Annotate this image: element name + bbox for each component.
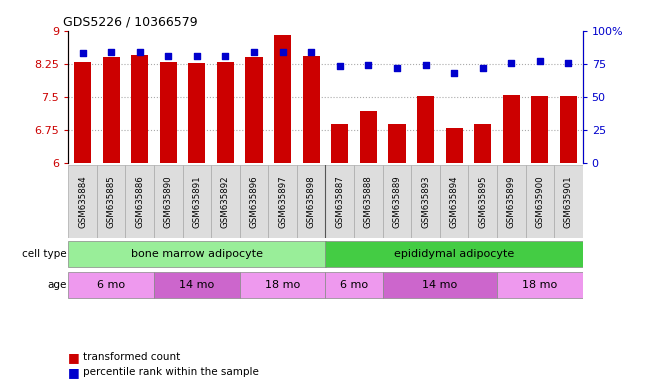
Bar	[326, 242, 583, 267]
Bar	[525, 165, 554, 238]
Point	[77, 50, 88, 56]
Point	[135, 49, 145, 55]
Bar	[297, 165, 326, 238]
Point	[477, 65, 488, 71]
Text: GSM635896: GSM635896	[249, 175, 258, 228]
Bar	[326, 165, 354, 238]
Text: ■: ■	[68, 351, 80, 364]
Point	[106, 49, 117, 55]
Bar	[360, 111, 377, 163]
Bar	[154, 165, 183, 238]
Bar	[554, 165, 583, 238]
Bar	[154, 272, 240, 298]
Text: ■: ■	[68, 366, 80, 379]
Text: 14 mo: 14 mo	[422, 280, 458, 290]
Bar	[74, 62, 91, 163]
Bar	[183, 165, 211, 238]
Text: GSM635888: GSM635888	[364, 175, 373, 228]
Text: GSM635890: GSM635890	[164, 175, 173, 228]
Bar	[560, 96, 577, 163]
Bar	[417, 96, 434, 163]
Point	[277, 49, 288, 55]
Bar	[531, 96, 548, 163]
Text: GSM635889: GSM635889	[393, 175, 402, 228]
Text: 18 mo: 18 mo	[265, 280, 300, 290]
Text: GSM635897: GSM635897	[278, 175, 287, 228]
Text: 6 mo: 6 mo	[340, 280, 368, 290]
Text: GSM635894: GSM635894	[450, 175, 458, 228]
Bar	[389, 124, 406, 163]
Text: bone marrow adipocyte: bone marrow adipocyte	[131, 249, 263, 260]
Text: transformed count: transformed count	[83, 352, 180, 362]
Point	[363, 62, 374, 68]
Point	[306, 49, 316, 55]
Bar	[468, 165, 497, 238]
Bar	[68, 165, 97, 238]
Text: 18 mo: 18 mo	[522, 280, 557, 290]
Bar	[497, 165, 525, 238]
Bar	[331, 124, 348, 163]
Bar	[132, 55, 148, 163]
Point	[163, 53, 174, 59]
Text: GSM635891: GSM635891	[193, 175, 201, 228]
Point	[392, 65, 402, 71]
Bar	[126, 165, 154, 238]
Point	[191, 53, 202, 59]
Bar	[240, 272, 326, 298]
Point	[449, 70, 459, 76]
Bar	[68, 272, 154, 298]
Bar	[211, 165, 240, 238]
Text: GSM635892: GSM635892	[221, 175, 230, 228]
Text: epididymal adipocyte: epididymal adipocyte	[394, 249, 514, 260]
Bar	[497, 272, 583, 298]
Bar	[326, 272, 383, 298]
Bar	[68, 242, 326, 267]
Bar	[411, 165, 440, 238]
Text: GSM635893: GSM635893	[421, 175, 430, 228]
Point	[506, 60, 516, 66]
Bar	[97, 165, 126, 238]
Point	[335, 63, 345, 70]
Bar	[383, 165, 411, 238]
Bar	[188, 63, 206, 163]
Text: GSM635898: GSM635898	[307, 175, 316, 228]
Point	[563, 60, 574, 66]
Bar	[474, 124, 492, 163]
Text: GSM635884: GSM635884	[78, 175, 87, 228]
Text: GSM635886: GSM635886	[135, 175, 145, 228]
Text: GSM635895: GSM635895	[478, 175, 487, 228]
Text: 14 mo: 14 mo	[179, 280, 215, 290]
Point	[249, 49, 259, 55]
Bar	[383, 272, 497, 298]
Text: GSM635885: GSM635885	[107, 175, 116, 228]
Bar	[240, 165, 268, 238]
Bar	[440, 165, 468, 238]
Bar	[217, 62, 234, 163]
Bar	[445, 128, 463, 163]
Text: percentile rank within the sample: percentile rank within the sample	[83, 367, 258, 377]
Bar	[245, 57, 262, 163]
Text: GSM635900: GSM635900	[535, 175, 544, 228]
Bar	[268, 165, 297, 238]
Text: GSM635901: GSM635901	[564, 175, 573, 228]
Text: 6 mo: 6 mo	[97, 280, 125, 290]
Text: GSM635887: GSM635887	[335, 175, 344, 228]
Text: GSM635899: GSM635899	[506, 175, 516, 228]
Bar	[103, 57, 120, 163]
Point	[220, 53, 230, 59]
Bar	[274, 35, 291, 163]
Text: age: age	[48, 280, 67, 290]
Text: GDS5226 / 10366579: GDS5226 / 10366579	[63, 15, 198, 28]
Bar	[503, 95, 519, 163]
Bar	[159, 62, 177, 163]
Point	[421, 62, 431, 68]
Bar	[303, 56, 320, 163]
Text: cell type: cell type	[22, 249, 67, 260]
Bar	[354, 165, 383, 238]
Point	[534, 58, 545, 64]
